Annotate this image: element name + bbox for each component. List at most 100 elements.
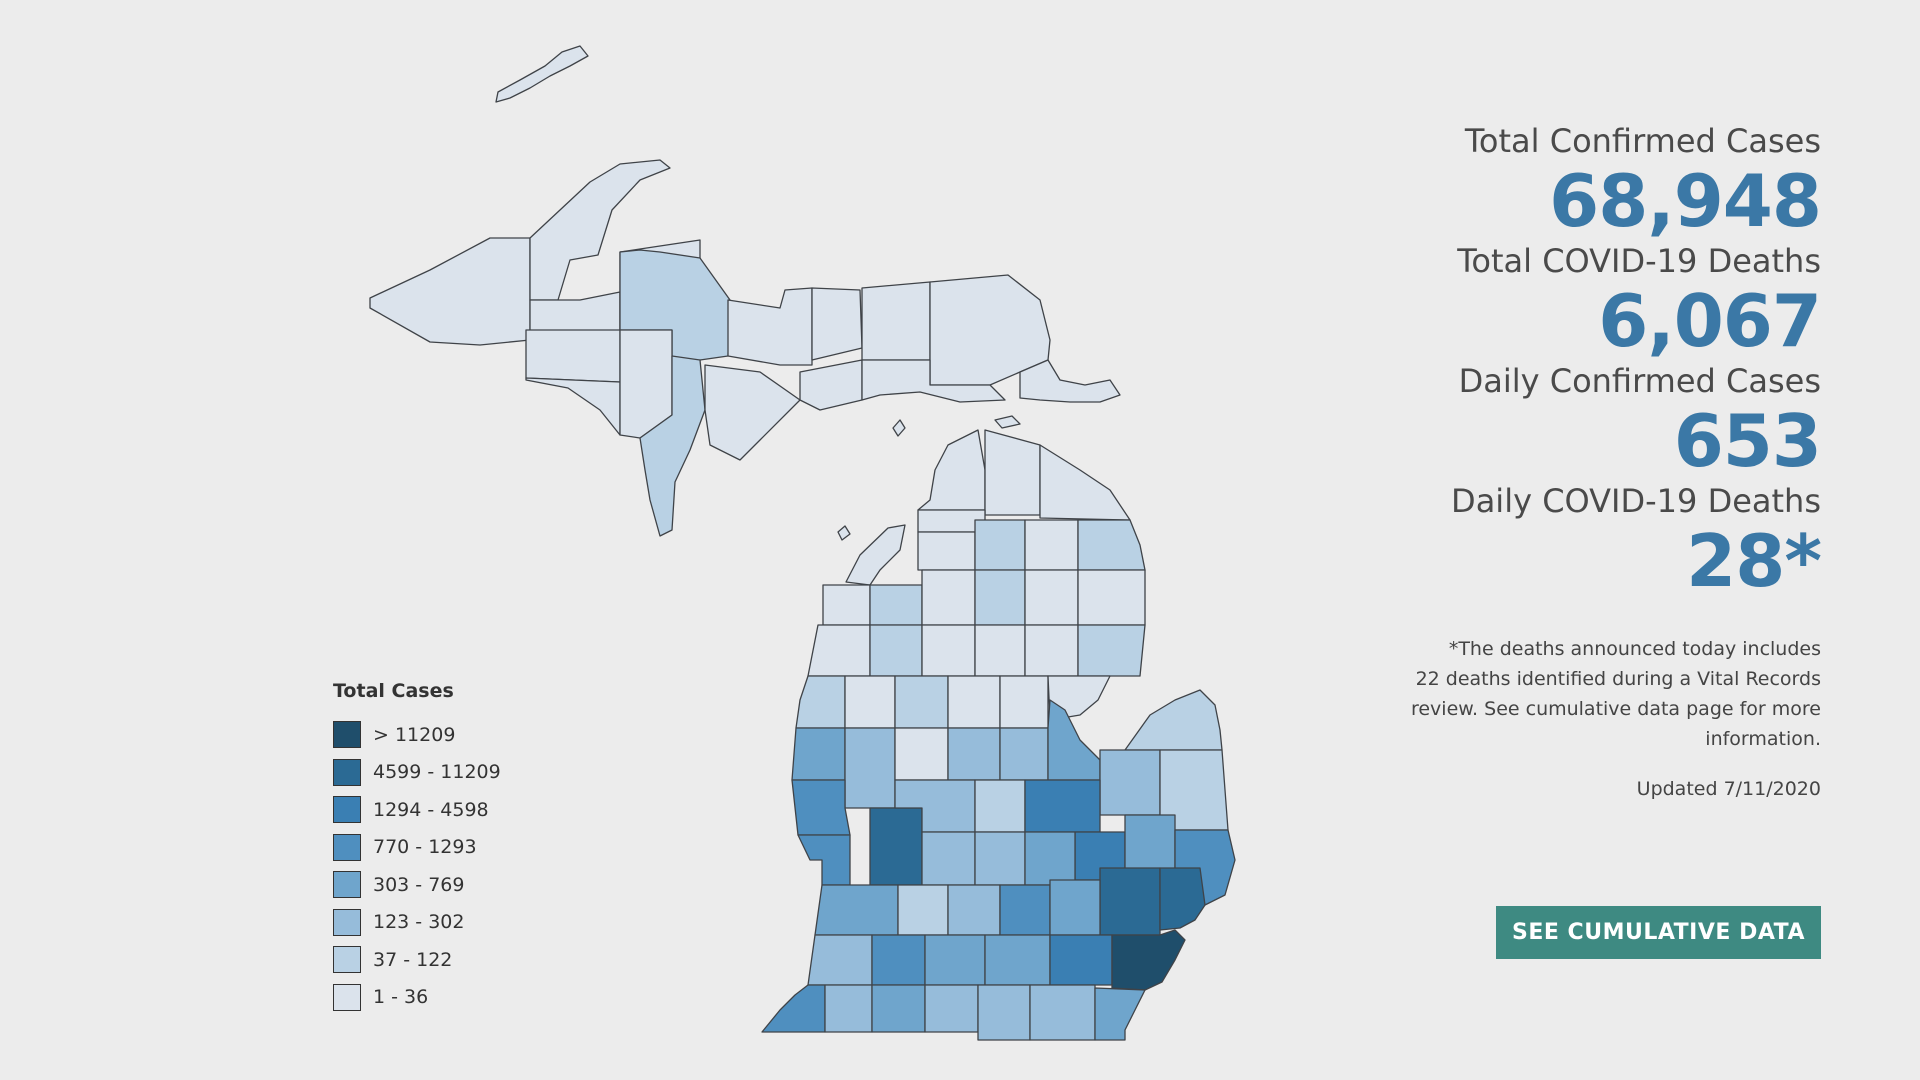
legend-label: 303 - 769 — [373, 873, 465, 896]
lp-iosco — [1077, 624, 1146, 677]
lp-grand-traverse — [869, 584, 923, 626]
lp-osceola — [894, 675, 949, 729]
lp-st-joseph — [871, 984, 926, 1033]
up-schoolcraft — [811, 287, 863, 361]
lp-van-buren — [807, 934, 873, 986]
legend-label: 123 - 302 — [373, 911, 465, 934]
daily-cases-label: Daily Confirmed Cases — [1458, 362, 1821, 400]
legend-label: 1 - 36 — [373, 986, 429, 1009]
lp-kalamazoo — [871, 934, 926, 986]
legend-label: 4599 - 11209 — [373, 761, 501, 784]
lp-muskegon — [791, 779, 851, 836]
up-mackinac-east — [861, 359, 1006, 403]
legend-swatch — [333, 721, 361, 749]
lp-montmorency — [1024, 519, 1079, 571]
total-deaths-label: Total COVID-19 Deaths — [1457, 242, 1821, 280]
lp-saginaw — [1024, 779, 1101, 833]
legend-swatch — [333, 946, 361, 974]
lp-lake — [844, 675, 896, 729]
total-cases-label: Total Confirmed Cases — [1464, 122, 1821, 160]
island-bois-blanc — [994, 415, 1021, 429]
lp-tuscola — [1099, 749, 1161, 816]
lp-mecosta — [894, 727, 949, 781]
lp-jackson — [984, 934, 1051, 986]
lp-crawford — [974, 569, 1026, 626]
lp-antrim — [917, 531, 976, 571]
lp-wexford — [869, 624, 923, 677]
legend-swatch — [333, 796, 361, 824]
legend-item: 4599 - 11209 — [333, 754, 573, 792]
updated-date: Updated 7/11/2020 — [1636, 778, 1821, 800]
lp-ottawa — [797, 834, 851, 886]
island-manitou — [837, 525, 851, 541]
lp-benzie — [822, 584, 871, 626]
lp-berrien — [761, 984, 826, 1033]
up-eastern-tip — [1019, 359, 1121, 403]
legend-swatch — [333, 908, 361, 936]
legend-item: 1 - 36 — [333, 979, 573, 1017]
up-west-1 — [369, 237, 531, 346]
lp-isabella — [947, 727, 1001, 781]
lp-shiawassee — [1024, 831, 1076, 886]
total-deaths-value: 6,067 — [1598, 279, 1822, 363]
lp-macomb — [1159, 867, 1206, 931]
lp-branch — [924, 984, 979, 1033]
lp-wayne — [1111, 929, 1186, 991]
legend-swatch — [333, 983, 361, 1011]
daily-cases-value: 653 — [1673, 399, 1822, 483]
lp-hillsdale — [977, 984, 1031, 1041]
lp-cheboygan — [984, 429, 1041, 516]
lp-alpena — [1077, 519, 1146, 571]
legend-item: > 11209 — [333, 716, 573, 754]
lp-oscoda — [1024, 569, 1079, 626]
lp-ionia — [921, 831, 976, 886]
lp-manistee — [807, 624, 871, 677]
up-central-2 — [525, 377, 621, 436]
up-menominee — [639, 355, 706, 537]
up-delta — [704, 364, 801, 461]
lp-allegan — [814, 884, 899, 936]
legend-swatch — [333, 871, 361, 899]
lp-monroe — [1094, 987, 1146, 1041]
island-beaver — [892, 419, 906, 437]
lp-missaukee — [921, 624, 976, 677]
up-mackinac-west — [861, 281, 931, 361]
footnote-line: *The deaths announced today includes — [1448, 638, 1821, 660]
legend-swatch — [333, 833, 361, 861]
lp-calhoun — [924, 934, 986, 986]
isle-royale — [495, 45, 589, 103]
lp-oceana — [791, 727, 846, 781]
deaths-footnote: *The deaths announced today includes 22 … — [1361, 634, 1821, 754]
lp-newaygo — [844, 727, 896, 809]
lp-eaton — [947, 884, 1001, 936]
map-legend: Total Cases > 11209 4599 - 11209 1294 - … — [333, 680, 573, 1016]
up-alger — [727, 287, 813, 366]
lp-alcona — [1077, 569, 1146, 626]
footnote-line: information. — [1705, 728, 1821, 750]
lp-livingston — [1049, 879, 1101, 936]
stats-panel: Total Confirmed Cases 68,948 Total COVID… — [1301, 122, 1822, 602]
legend-label: 770 - 1293 — [373, 836, 477, 859]
lp-kent — [869, 807, 923, 886]
legend-item: 37 - 122 — [333, 941, 573, 979]
lp-leelanau — [845, 524, 906, 586]
lp-gladwin — [999, 675, 1049, 729]
legend-item: 770 - 1293 — [333, 829, 573, 867]
lp-ogemaw — [1024, 624, 1079, 677]
lp-huron — [1124, 689, 1223, 751]
lp-roscommon — [974, 624, 1026, 677]
footnote-line: review. See cumulative data page for mor… — [1410, 698, 1821, 720]
lp-clare — [947, 675, 1001, 729]
lp-presque-isle — [1039, 444, 1131, 521]
lp-barry — [897, 884, 949, 936]
daily-deaths-label: Daily COVID-19 Deaths — [1451, 482, 1821, 520]
lp-gratiot — [974, 779, 1026, 833]
legend-title: Total Cases — [333, 680, 454, 702]
total-cases-value: 68,948 — [1549, 159, 1822, 243]
lp-kalkaska — [921, 569, 976, 626]
legend-label: > 11209 — [373, 723, 456, 746]
lp-emmet — [917, 429, 986, 511]
see-cumulative-data-button[interactable]: SEE CUMULATIVE DATA — [1496, 906, 1821, 959]
legend-item: 123 - 302 — [333, 904, 573, 942]
